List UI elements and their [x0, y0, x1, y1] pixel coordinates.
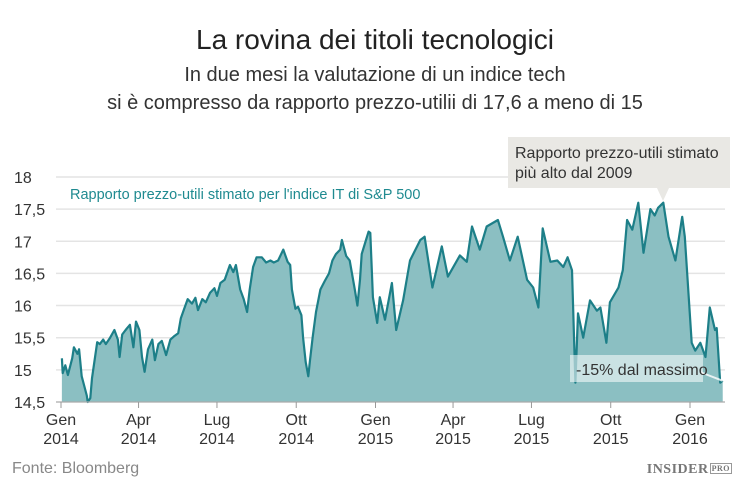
source-note: Fonte: Bloomberg	[12, 460, 140, 477]
x-tick-month: Gen	[46, 412, 76, 429]
x-tick-month: Gen	[360, 412, 390, 429]
x-tick-month: Apr	[441, 412, 467, 429]
subtitle-line-1: In due mesi la valutazione di un indice …	[184, 64, 566, 86]
x-tick-month: Ott	[600, 412, 622, 429]
callout-box-drop	[570, 355, 703, 382]
callout-text: -15% dal massimo	[576, 362, 708, 379]
chart-title: La rovina dei titoli tecnologici	[196, 24, 554, 55]
y-tick-label: 17,5	[14, 202, 45, 219]
x-tick-month: Apr	[126, 412, 152, 429]
x-tick-year: 2015	[358, 431, 394, 448]
y-tick-label: 15,5	[14, 331, 45, 348]
x-tick-month: Gen	[675, 412, 705, 429]
x-tick-year: 2015	[514, 431, 550, 448]
insider-pro-logo: INSIDER PRO	[647, 462, 732, 478]
y-tick-label: 14,5	[14, 395, 45, 412]
y-tick-label: 17	[14, 234, 32, 251]
subtitle-line-2: si è compresso da rapporto prezzo-utilii…	[107, 92, 643, 114]
y-tick-label: 16,5	[14, 266, 45, 283]
x-tick-year: 2016	[672, 431, 708, 448]
x-tick-year: 2014	[278, 431, 314, 448]
logo-main: INSIDER	[646, 462, 709, 477]
y-tick-label: 18	[14, 170, 32, 187]
x-tick-year: 2015	[435, 431, 471, 448]
x-tick-year: 2015	[593, 431, 629, 448]
callout-text: più alto dal 2009	[515, 165, 633, 182]
callout-box-peak	[508, 137, 730, 201]
series-line	[60, 201, 724, 404]
series-label: Rapporto prezzo-utili stimato per l'indi…	[70, 187, 420, 203]
x-tick-month: Ott	[286, 412, 308, 429]
x-tick-year: 2014	[43, 431, 79, 448]
callout-text: Rapporto prezzo-utili stimato	[515, 145, 719, 162]
x-tick-year: 2014	[121, 431, 157, 448]
x-tick-year: 2014	[199, 431, 235, 448]
x-tick-month: Lug	[518, 412, 545, 429]
y-tick-label: 15	[14, 363, 32, 380]
logo-sup: PRO	[709, 463, 732, 474]
x-tick-month: Lug	[204, 412, 231, 429]
area-fill	[61, 202, 723, 402]
y-tick-label: 16	[14, 299, 32, 316]
callout-leader	[699, 371, 724, 382]
